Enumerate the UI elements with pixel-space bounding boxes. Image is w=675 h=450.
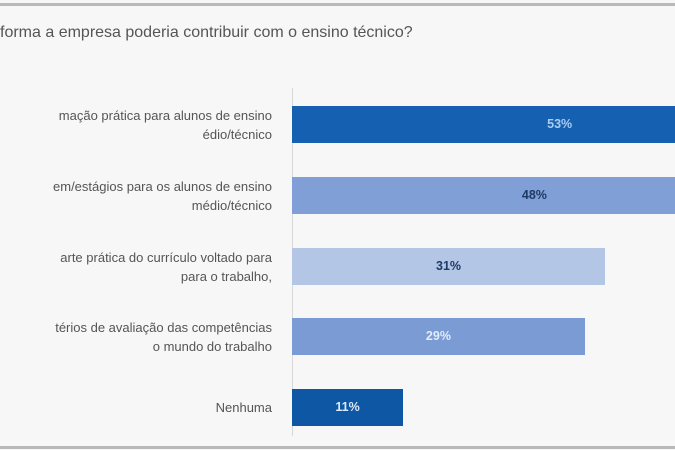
chart-title: forma a empresa poderia contribuir com o… (0, 24, 413, 41)
category-label-line: arte prática do currículo voltado para (60, 249, 272, 265)
category-label: Nenhuma (216, 398, 272, 417)
category-label: térios de avaliação das competências o mu… (55, 318, 272, 356)
category-label: arte prática do currículo voltado para pa… (60, 248, 272, 286)
category-label-line: em/estágios para os alunos de ensino (53, 178, 272, 194)
category-label-line: mação prática para alunos de ensino (58, 107, 272, 123)
data-label: 53% (547, 117, 573, 131)
category-label: mação prática para alunos de ensino édio/… (59, 106, 272, 144)
category-label-line: édio/técnico (202, 126, 272, 142)
bar: 48% (292, 177, 675, 214)
data-label: 11% (335, 400, 360, 414)
category-label-line: para o trabalho, (180, 268, 272, 284)
bar: 31% (292, 248, 606, 285)
bar: 29% (292, 318, 585, 355)
top-rule (0, 3, 675, 6)
data-label: 31% (436, 259, 462, 273)
data-label: 29% (425, 329, 451, 343)
bar: 11% (292, 389, 404, 426)
category-label-line: o mundo do trabalho (152, 338, 272, 354)
category-label-line: térios de avaliação das competências (55, 319, 272, 335)
bottom-rule (0, 446, 675, 449)
category-label: em/estágios para os alunos de ensino médi… (53, 177, 272, 215)
data-label: 48% (521, 188, 547, 202)
category-label-line: médio/técnico (191, 197, 272, 213)
category-label-line: Nenhuma (215, 400, 272, 415)
bar: 53% (292, 106, 675, 143)
